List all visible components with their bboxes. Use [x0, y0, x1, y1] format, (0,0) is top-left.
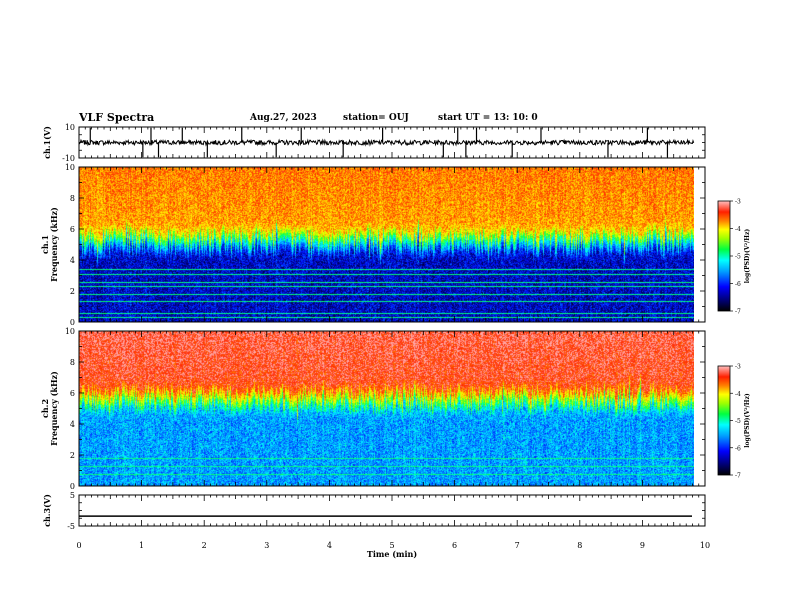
y-tick-label: 8	[70, 194, 75, 203]
y-tick-label: 4	[70, 256, 75, 265]
colorbar	[717, 200, 731, 312]
y-tick-label: 2	[70, 451, 75, 460]
y-axis-label: ch.2	[40, 399, 50, 418]
x-tick-label: 6	[452, 541, 457, 550]
y-tick-label: 10	[65, 327, 75, 336]
x-tick-label: 10	[700, 541, 710, 550]
y-axis-label: Frequency (kHz)	[49, 207, 59, 282]
y-tick-label: -5	[67, 522, 75, 531]
x-tick-label: 3	[264, 541, 269, 550]
x-tick-label: 8	[577, 541, 582, 550]
colorbar-label: log(PSD)(V²/Hz)	[744, 393, 751, 448]
x-tick-label: 9	[640, 541, 645, 550]
colorbar-tick-label: -7	[735, 309, 741, 316]
channel-1-spectrogram	[79, 167, 694, 322]
x-tick-label: 5	[389, 541, 394, 550]
y-tick-label: 10	[65, 123, 75, 132]
y-tick-label: 6	[70, 225, 75, 234]
x-tick-label: 7	[515, 541, 520, 550]
y-axis-label: ch.3(V)	[42, 494, 52, 527]
colorbar-tick-label: -5	[735, 254, 741, 261]
y-tick-label: 0	[70, 318, 75, 327]
y-tick-label: 2	[70, 287, 75, 296]
y-tick-label: -10	[62, 154, 75, 163]
y-tick-label: 0	[70, 482, 75, 491]
colorbar-tick-label: -5	[735, 418, 741, 425]
station-label: station= OUJ	[343, 113, 409, 123]
y-tick-label: 5	[70, 491, 75, 500]
colorbar-tick-label: -4	[735, 391, 741, 398]
y-axis-label: Frequency (kHz)	[49, 371, 59, 446]
colorbar-tick-label: -6	[735, 281, 741, 288]
x-axis-label: Time (min)	[367, 549, 417, 559]
chart-title: VLF Spectra	[79, 111, 155, 124]
y-axis-label: ch.1(V)	[42, 126, 52, 159]
y-tick-label: 6	[70, 389, 75, 398]
x-tick-label: 4	[327, 541, 332, 550]
channel-2-spectrogram	[79, 331, 694, 486]
date-label: Aug.27, 2023	[250, 113, 317, 123]
colorbar-label: log(PSD)(V²/Hz)	[744, 229, 751, 284]
x-tick-label: 0	[76, 541, 81, 550]
colorbar-tick-label: -7	[735, 473, 741, 480]
colorbar-tick-label: -4	[735, 226, 741, 233]
colorbar	[717, 365, 731, 476]
y-tick-label: 8	[70, 358, 75, 367]
x-tick-label: 1	[139, 541, 144, 550]
start-time-label: start UT = 13: 10: 0	[438, 113, 538, 123]
colorbar-tick-label: -6	[735, 445, 741, 452]
x-tick-label: 2	[202, 541, 207, 550]
y-tick-label: 10	[65, 163, 75, 172]
colorbar-tick-label: -3	[735, 364, 741, 371]
y-axis-label: ch.1	[40, 235, 50, 254]
y-tick-label: 4	[70, 420, 75, 429]
colorbar-tick-label: -3	[735, 199, 741, 206]
ch1-trace	[78, 138, 695, 147]
